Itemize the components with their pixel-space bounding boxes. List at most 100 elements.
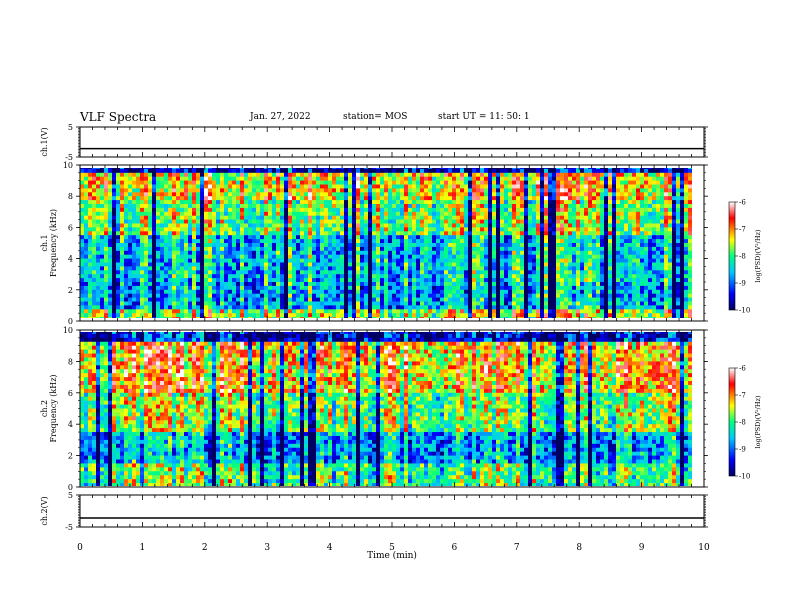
spectrogram-cell: [544, 219, 549, 225]
spectrogram-cell: [472, 188, 477, 193]
spectrogram-cell: [288, 282, 293, 287]
spectrogram-cell: [544, 258, 549, 264]
spectrogram-cell: [192, 243, 197, 248]
spectrogram-cell: [336, 243, 341, 248]
spectrogram-cell: [120, 200, 125, 205]
spectrogram-cell: [412, 196, 417, 201]
spectrogram-cell: [84, 239, 89, 244]
spectrogram-cell: [380, 305, 385, 310]
spectrogram-cell: [364, 211, 369, 217]
spectrogram-cell: [104, 246, 109, 252]
spectrogram-cell: [268, 231, 273, 236]
spectrogram-cell: [104, 317, 109, 318]
spectrogram-cell: [484, 172, 489, 178]
spectrogram-cell: [560, 278, 565, 283]
spectrogram-cell: [100, 285, 105, 291]
spectrogram-cell: [376, 262, 381, 267]
spectrogram-cell: [348, 239, 353, 244]
spectrogram-cell: [312, 317, 317, 318]
spectrogram-cell: [268, 270, 273, 275]
spectrogram-cell: [556, 235, 561, 240]
spectrogram-cell: [136, 227, 141, 232]
spectrogram-cell: [376, 168, 381, 174]
spectrogram-cell: [368, 204, 373, 209]
spectrogram-cell: [296, 285, 301, 291]
spectrogram-cell: [532, 192, 537, 197]
spectrogram-cell: [336, 196, 341, 201]
spectrogram-cell: [300, 239, 305, 244]
spectrogram-cell: [400, 293, 405, 299]
spectrogram-cell: [228, 204, 233, 209]
spectrogram-cell: [176, 313, 181, 318]
spectrogram-cell: [384, 231, 389, 236]
spectrogram-cell: [532, 317, 537, 318]
spectrogram-cell: [568, 235, 573, 240]
spectrogram-cell: [224, 184, 229, 189]
spectrogram-cell: [184, 262, 189, 267]
spectrogram-cell: [152, 309, 157, 314]
spectrogram-cell: [84, 278, 89, 283]
spectrogram-cell: [348, 227, 353, 232]
spectrogram-cell: [264, 243, 269, 248]
spectrogram-cell: [532, 207, 537, 213]
spectrogram-cell: [108, 235, 113, 240]
spectrogram-cell: [572, 246, 577, 252]
spectrogram-cell: [292, 176, 297, 182]
spectrogram-cell: [572, 258, 577, 264]
spectrogram-cell: [140, 274, 145, 279]
spectrogram-cell: [100, 301, 105, 306]
spectrogram-cell: [372, 250, 377, 256]
spectrogram-cell: [264, 192, 269, 197]
spectrogram-cell: [492, 262, 497, 267]
spectrogram-cell: [168, 204, 173, 209]
spectrogram-cell: [520, 278, 525, 283]
spectrogram-cell: [428, 285, 433, 291]
spectrogram-cell: [460, 254, 465, 260]
spectrogram-cell: [324, 313, 329, 318]
spectrogram-cell: [532, 239, 537, 244]
spectrogram-cell: [488, 204, 493, 209]
spectrogram-cell: [260, 266, 265, 271]
spectrogram-cell: [476, 231, 481, 236]
spectrogram-cell: [400, 168, 405, 174]
spectrogram-cell: [428, 317, 433, 318]
spectrogram-cell: [196, 301, 201, 306]
spectrogram-cell: [432, 200, 437, 205]
spectrogram-cell: [452, 223, 457, 228]
spectrogram-cell: [444, 235, 449, 240]
spectrogram-cell: [252, 223, 257, 228]
spectrogram-cell: [468, 301, 473, 306]
spectrogram-cell: [264, 196, 269, 201]
spectrogram-cell: [224, 188, 229, 193]
spectrogram-cell: [220, 297, 225, 303]
spectrogram-cell: [508, 297, 513, 303]
spectrogram-cell: [208, 207, 213, 213]
spectrogram-cell: [320, 235, 325, 240]
spectrogram-cell: [280, 309, 285, 314]
spectrogram-cell: [232, 278, 237, 283]
spectrogram-cell: [164, 317, 169, 318]
spectrogram-cell: [412, 270, 417, 275]
spectrogram-cell: [228, 258, 233, 264]
spectrogram-cell: [452, 231, 457, 236]
spectrogram-cell: [168, 293, 173, 299]
spectrogram-cell: [268, 219, 273, 225]
spectrogram-cell: [148, 305, 153, 310]
spectrogram-cell: [392, 278, 397, 283]
spectrogram-cell: [464, 309, 469, 314]
spectrogram-cell: [528, 172, 533, 178]
spectrogram-cell: [136, 243, 141, 248]
spectrogram-cell: [320, 168, 325, 174]
spectrogram-cell: [276, 200, 281, 205]
spectrogram-cell: [280, 270, 285, 275]
spectrogram-cell: [496, 204, 501, 209]
spectrogram-cell: [544, 266, 549, 271]
spectrogram-cell: [184, 168, 189, 170]
spectrogram-cell: [288, 309, 293, 314]
spectrogram-cell: [412, 297, 417, 303]
spectrogram-cell: [424, 184, 429, 189]
spectrogram-cell: [480, 258, 485, 264]
spectrogram-cell: [300, 235, 305, 240]
spectrogram-cell: [344, 297, 349, 303]
spectrogram-cell: [236, 270, 241, 275]
